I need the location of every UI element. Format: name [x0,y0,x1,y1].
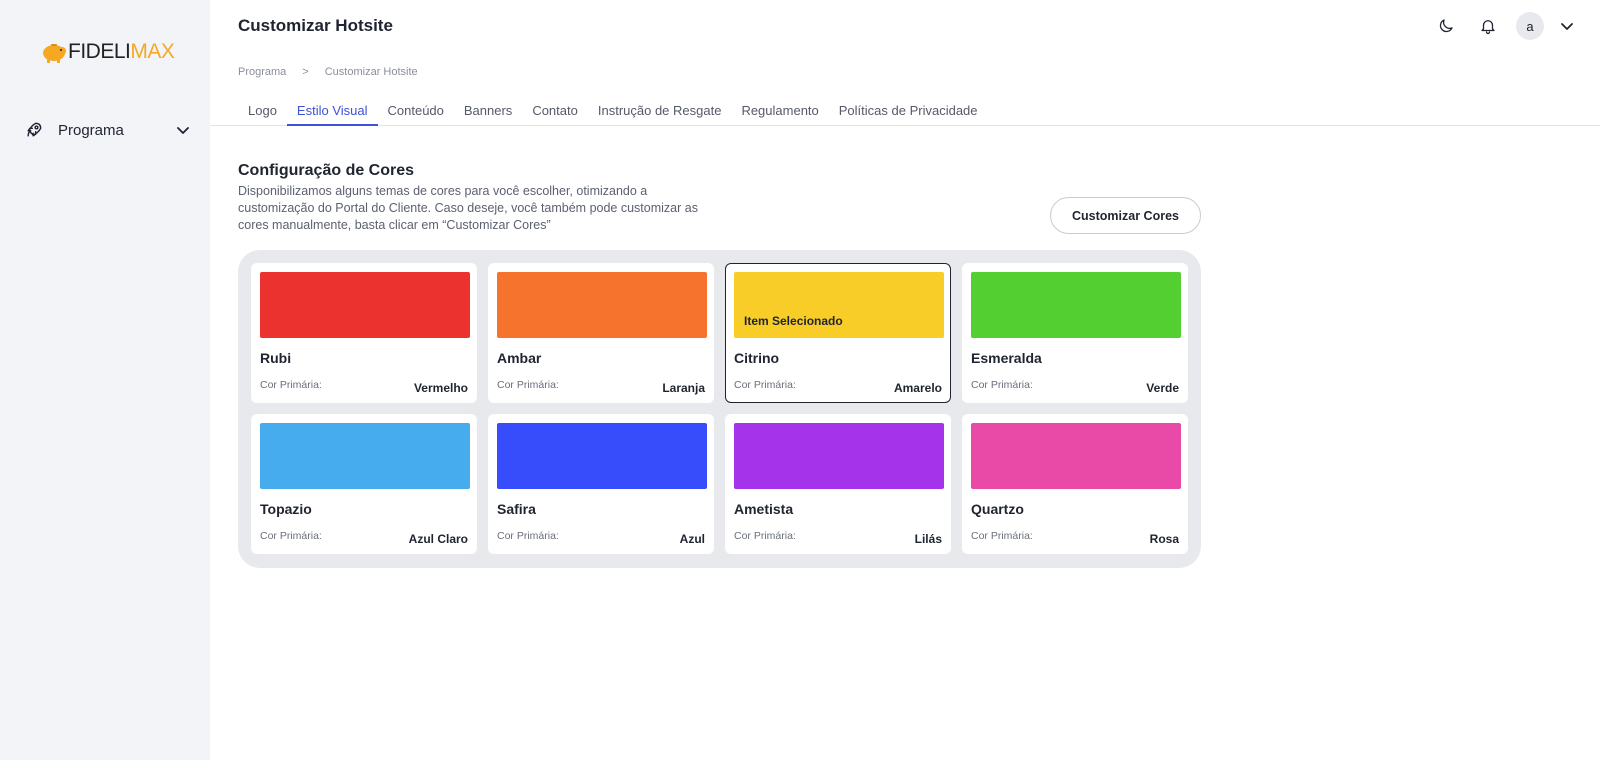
theme-card-rubi[interactable]: Rubi Cor Primária: Vermelho [251,263,477,403]
user-menu-toggle[interactable] [1558,12,1576,40]
theme-card-ambar[interactable]: Ambar Cor Primária: Laranja [488,263,714,403]
bell-icon [1481,20,1495,35]
color-swatch [497,272,707,338]
breadcrumb-separator: > [302,66,309,78]
chevron-down-icon [1561,23,1573,30]
primary-color-label: Cor Primária: [497,379,559,391]
primary-color-label: Cor Primária: [260,530,322,542]
tab-conteudo[interactable]: Conteúdo [387,103,444,118]
moon-icon [1439,19,1453,33]
breadcrumb: Programa > Customizar Hotsite [238,66,418,78]
notifications-button[interactable] [1474,12,1502,40]
section-title: Configuração de Cores [238,162,415,179]
sidebar: FIDELIMAX Programa [0,0,210,760]
color-swatch [260,423,470,489]
theme-name: Citrino [734,350,780,366]
tab-banners[interactable]: Banners [463,103,513,118]
theme-name: Safira [497,501,536,517]
color-theme-grid: Rubi Cor Primária: Vermelho Ambar Cor Pr… [238,250,1201,568]
tab-logo[interactable]: Logo [248,103,277,118]
primary-color-label: Cor Primária: [260,379,322,391]
selected-item-label: Item Selecionado [744,314,843,328]
primary-color-value: Azul [679,532,705,546]
dark-mode-toggle[interactable] [1432,12,1460,40]
sidebar-item-programa[interactable]: Programa [24,115,190,145]
tab-instrucao-de-resgate[interactable]: Instrução de Resgate [597,103,722,118]
theme-card-esmeralda[interactable]: Esmeralda Cor Primária: Verde [962,263,1188,403]
color-swatch: Item Selecionado [734,272,944,338]
theme-card-topazio[interactable]: Topazio Cor Primária: Azul Claro [251,414,477,554]
tab-regulamento[interactable]: Regulamento [741,103,819,118]
section-description: Disponibilizamos alguns temas de cores p… [238,184,698,232]
primary-color-value: Rosa [1149,532,1179,546]
primary-color-value: Laranja [662,381,705,395]
primary-color-label: Cor Primária: [497,530,559,542]
user-avatar[interactable]: a [1516,12,1544,40]
theme-name: Esmeralda [971,350,1042,366]
fidelimax-logo[interactable]: FIDELIMAX [40,40,175,64]
logo-wordmark: FIDELIMAX [68,40,175,63]
theme-name: Quartzo [971,501,1024,517]
theme-name: Ambar [497,350,542,366]
primary-color-value: Lilás [914,532,942,546]
breadcrumb-item: Customizar Hotsite [324,66,418,78]
theme-card-quartzo[interactable]: Quartzo Cor Primária: Rosa [962,414,1188,554]
color-swatch [734,423,944,489]
primary-color-value: Amarelo [893,381,942,395]
theme-name: Topazio [260,501,312,517]
primary-color-value: Vermelho [413,381,468,395]
color-swatch [260,272,470,338]
rocket-icon [27,122,42,137]
primary-color-value: Azul Claro [408,532,468,546]
theme-card-safira[interactable]: Safira Cor Primária: Azul [488,414,714,554]
theme-card-citrino[interactable]: Item Selecionado Citrino Cor Primária: A… [725,263,951,403]
color-swatch [497,423,707,489]
tab-bar: Logo Estilo Visual Conteúdo Banners Cont… [210,98,1600,126]
tab-estilo-visual[interactable]: Estilo Visual [286,98,378,126]
page-title: Customizar Hotsite [238,16,393,35]
theme-name: Ametista [734,501,794,517]
sidebar-item-label: Programa [58,121,124,139]
tab-contato[interactable]: Contato [532,103,578,118]
color-swatch [971,272,1181,338]
primary-color-label: Cor Primária: [734,530,796,542]
primary-color-value: Verde [1146,381,1179,395]
theme-card-ametista[interactable]: Ametista Cor Primária: Lilás [725,414,951,554]
color-swatch [971,423,1181,489]
breadcrumb-item[interactable]: Programa [238,66,287,78]
primary-color-label: Cor Primária: [734,379,796,391]
chevron-down-icon [177,127,189,134]
customize-colors-button[interactable]: Customizar Cores [1050,197,1201,234]
piggy-bank-icon [43,44,66,63]
primary-color-label: Cor Primária: [971,530,1033,542]
primary-color-label: Cor Primária: [971,379,1033,391]
theme-name: Rubi [260,350,292,366]
tab-politicas-de-privacidade[interactable]: Políticas de Privacidade [838,103,978,118]
header-actions: a [1432,12,1576,40]
